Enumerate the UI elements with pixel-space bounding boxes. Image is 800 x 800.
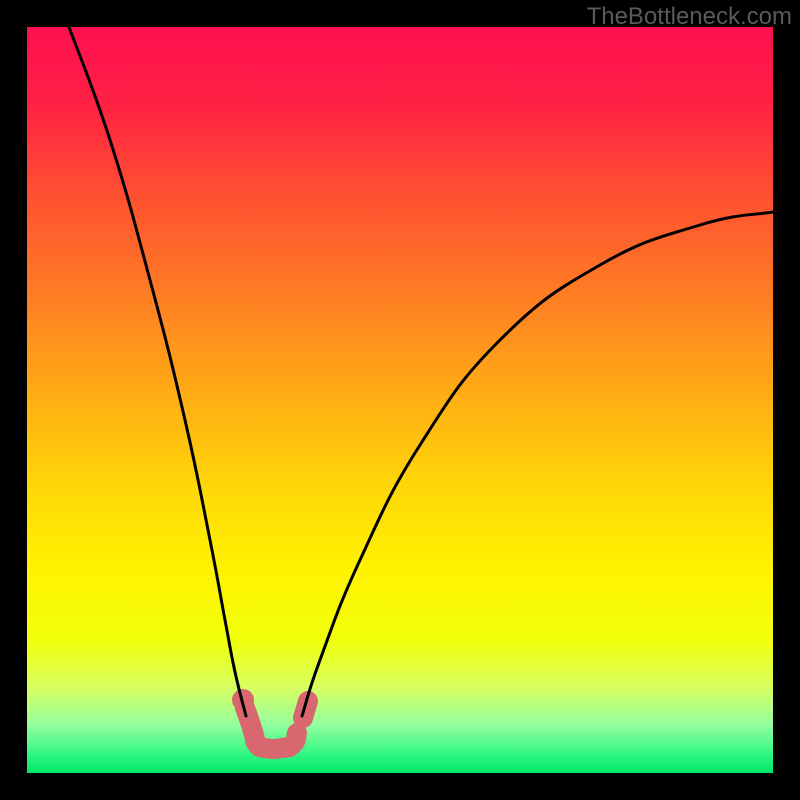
chart-container: TheBottleneck.com bbox=[0, 0, 800, 800]
bottleneck-chart bbox=[0, 0, 800, 800]
gradient-background bbox=[27, 27, 773, 773]
